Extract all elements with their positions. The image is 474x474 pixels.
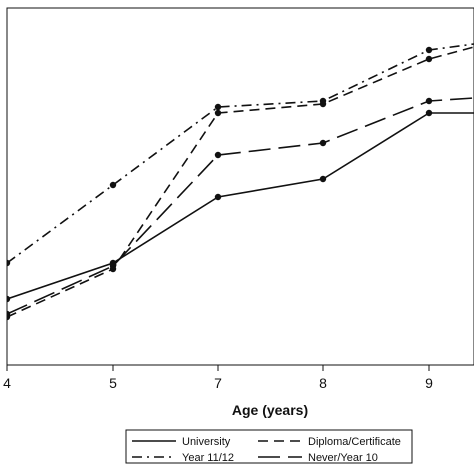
data-point	[425, 109, 433, 117]
legend-label: Never/Year 10	[308, 452, 378, 464]
legend-label: Year 11/12	[182, 452, 234, 464]
data-point	[425, 46, 433, 54]
plot-frame	[6, 7, 474, 366]
series-layer	[7, 43, 474, 321]
data-point	[109, 181, 117, 189]
data-point	[214, 151, 222, 159]
legend-label: Diploma/Certificate	[308, 436, 401, 448]
series-never-year-10	[7, 97, 474, 318]
legend: University Diploma/Certificate Year 11/12 N…	[125, 429, 413, 464]
series-line	[7, 112, 474, 300]
x-tick-label: 9	[425, 375, 433, 391]
x-tick-label: 8	[319, 375, 327, 391]
series-line	[7, 46, 474, 318]
x-tick-label: 5	[109, 375, 117, 391]
data-point	[425, 55, 433, 63]
data-point	[319, 97, 327, 105]
data-point	[7, 310, 11, 318]
data-point	[7, 259, 11, 267]
data-point	[425, 97, 433, 105]
data-point	[7, 295, 11, 303]
x-tick-label: 7	[214, 375, 222, 391]
data-point	[319, 139, 327, 147]
legend-label: University	[182, 436, 231, 448]
series-university	[7, 109, 474, 303]
series-diploma-certificate	[7, 46, 474, 321]
data-point	[214, 193, 222, 201]
series-year-11-12	[7, 43, 474, 267]
data-point	[214, 109, 222, 117]
x-axis-title: Age (years)	[232, 402, 308, 418]
series-line	[7, 97, 474, 315]
x-tick-label: 4	[3, 375, 11, 391]
x-axis: 4 5 7 8 9	[3, 365, 433, 391]
data-point	[214, 103, 222, 111]
data-point	[319, 175, 327, 183]
series-line	[7, 43, 474, 264]
data-point	[109, 262, 117, 270]
